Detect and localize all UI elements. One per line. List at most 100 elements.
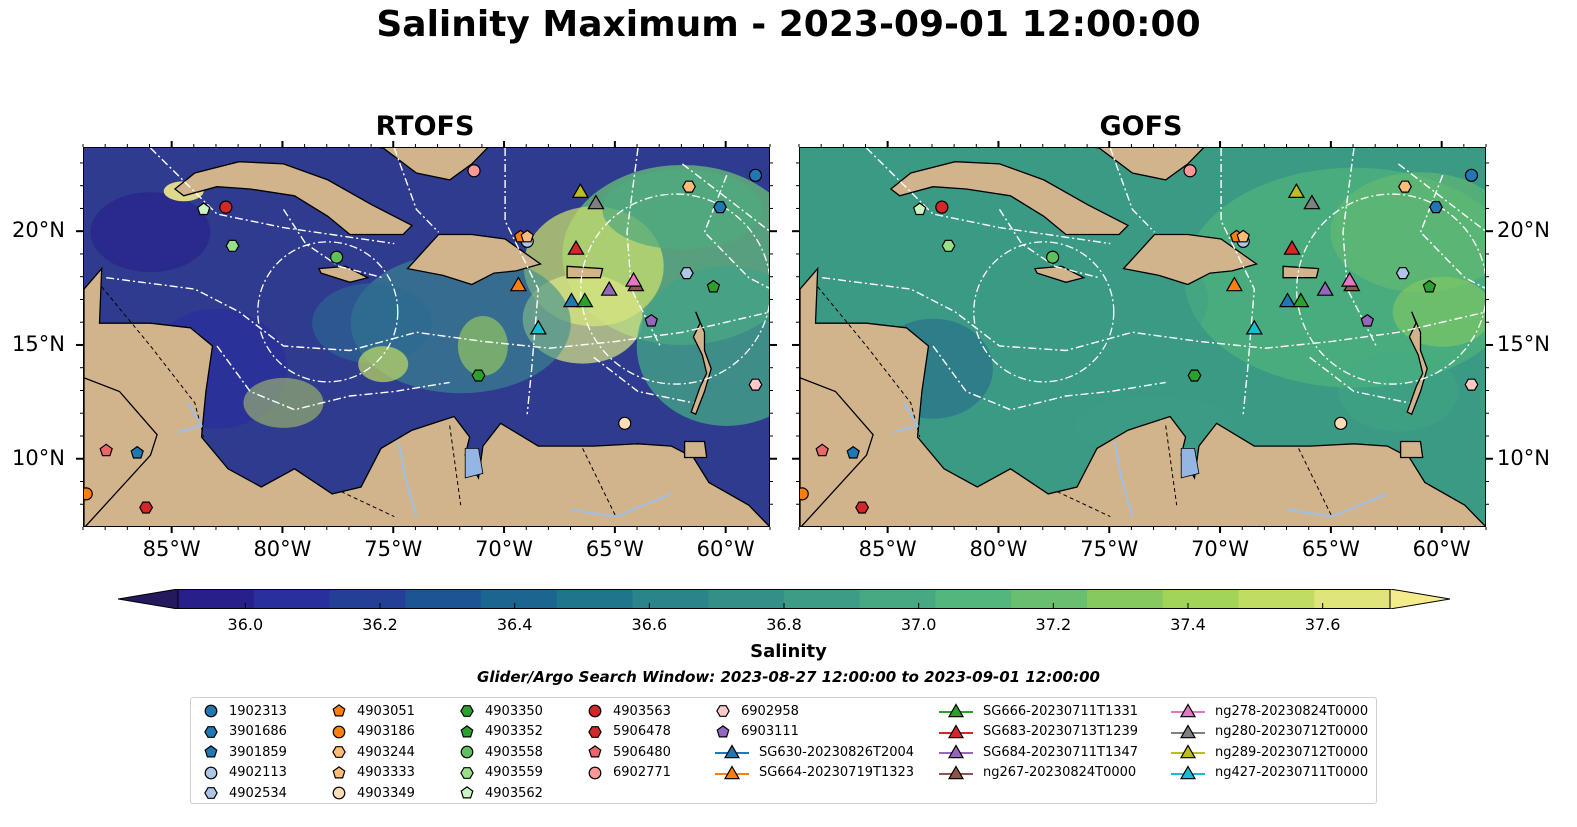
obs-marker-ng289-20230712T0000[interactable]	[1287, 182, 1306, 199]
obs-marker-ng280-20230712T0000[interactable]	[587, 194, 605, 210]
obs-marker-4903558[interactable]	[1046, 250, 1060, 264]
legend-entry: 4902113	[201, 763, 287, 783]
obs-marker-4903352[interactable]	[1422, 279, 1437, 293]
lon-tick-label: 70°W	[475, 537, 534, 561]
obs-marker-4903244[interactable]	[682, 180, 696, 193]
obs-marker-ng289-20230712T0000[interactable]	[571, 182, 590, 199]
legend-label: ng427-20230711T0000	[1215, 765, 1369, 780]
legend-entry: 4903562	[457, 783, 543, 803]
obs-marker-4903349[interactable]	[618, 416, 632, 430]
eez-boundary	[1109, 148, 1156, 233]
obs-marker-4903562[interactable]	[196, 202, 211, 216]
obs-marker-5906480[interactable]	[815, 443, 829, 457]
obs-marker-5906480[interactable]	[99, 443, 113, 457]
map-panel-rtofs[interactable]	[83, 147, 770, 527]
legend-entry: SG630-20230826T2004	[713, 742, 914, 762]
obs-marker-4903352[interactable]	[706, 279, 721, 293]
obs-marker-3901859[interactable]	[846, 445, 860, 459]
lon-tick-label: 60°W	[696, 537, 755, 561]
legend-entry: 4903186	[329, 722, 415, 742]
legend-label: 5906478	[613, 724, 671, 739]
legend-label: 4903563	[613, 703, 671, 719]
legend-entry: 5906480	[585, 742, 671, 762]
obs-marker-SG666-20230711T1331[interactable]	[576, 292, 594, 308]
obs-marker-4903244[interactable]	[1398, 180, 1412, 193]
legend-label: 1902313	[229, 703, 287, 719]
colorbar-label: Salinity	[750, 641, 827, 662]
obs-marker-5906478[interactable]	[855, 501, 870, 514]
obs-marker-4903563[interactable]	[935, 200, 949, 214]
obs-marker-6902771[interactable]	[467, 164, 481, 178]
obs-marker-5906478[interactable]	[139, 501, 154, 514]
obs-marker-3901686[interactable]	[713, 201, 727, 214]
obs-marker-6902958[interactable]	[1464, 378, 1479, 391]
legend-label: ng278-20230824T0000	[1215, 703, 1369, 719]
lon-tick-label: 85°W	[142, 537, 201, 561]
legend-label: 4902113	[229, 765, 287, 780]
obs-marker-3901859[interactable]	[130, 445, 144, 459]
obs-marker-SG664-20230719T1323[interactable]	[509, 276, 527, 292]
legend-label: 4902534	[229, 785, 287, 801]
eez-boundary	[1309, 356, 1410, 404]
obs-marker-1902313[interactable]	[1464, 168, 1479, 182]
obs-marker-ng427-20230711T0000[interactable]	[1245, 319, 1263, 335]
obs-marker-4903333[interactable]	[520, 229, 534, 243]
obs-marker-4903563[interactable]	[219, 200, 233, 214]
page-title: Salinity Maximum - 2023-09-01 12:00:00	[376, 4, 1201, 45]
obs-marker-SG683-20230713T1239[interactable]	[567, 239, 585, 255]
land-antilles	[690, 311, 712, 416]
obs-marker-4903186[interactable]	[800, 487, 809, 501]
obs-marker-SG684-20230711T1347[interactable]	[600, 280, 618, 296]
obs-marker-SG664-20230719T1323[interactable]	[1225, 276, 1243, 292]
obs-marker-4903562[interactable]	[912, 202, 927, 216]
obs-marker-ng280-20230712T0000[interactable]	[1303, 194, 1321, 210]
obs-marker-4903349[interactable]	[1334, 416, 1348, 430]
obs-marker-SG683-20230713T1239[interactable]	[1283, 239, 1301, 255]
hexagon-marker-icon	[716, 705, 730, 717]
obs-marker-SG666-20230711T1331[interactable]	[1292, 292, 1310, 308]
triangle-marker-icon	[939, 703, 973, 718]
eez-boundary	[626, 148, 661, 347]
obs-marker-3901686[interactable]	[1429, 201, 1443, 214]
search-window-caption: Glider/Argo Search Window: 2023-08-27 12…	[477, 668, 1100, 686]
map-panel-gofs[interactable]	[799, 147, 1486, 527]
obs-marker-ng278-20230824T0000[interactable]	[1340, 271, 1359, 287]
obs-marker-4903350[interactable]	[471, 369, 486, 382]
legend-label: SG683-20230713T1239	[983, 724, 1139, 739]
obs-marker-4903186[interactable]	[84, 487, 93, 501]
obs-marker-1902313[interactable]	[748, 168, 763, 182]
obs-marker-4902534[interactable]	[1395, 267, 1410, 280]
lat-tick-label: 10°N	[12, 445, 65, 470]
obs-marker-6902771[interactable]	[1183, 164, 1197, 178]
eez-boundary	[504, 148, 540, 415]
obs-marker-ng427-20230711T0000[interactable]	[529, 319, 547, 335]
colorbar-tick: 37.6	[1304, 615, 1341, 634]
obs-marker-ng278-20230824T0000[interactable]	[624, 271, 643, 287]
legend-label: 4903562	[485, 785, 543, 801]
colorbar-tick: 36.2	[362, 615, 398, 634]
panel-title-gofs: GOFS	[1099, 111, 1183, 142]
obs-marker-SG630-20230826T2004[interactable]	[1278, 292, 1297, 308]
pentagon-marker-icon	[460, 786, 474, 799]
land-trinidad	[683, 440, 708, 459]
lat-tick-label: 15°N	[1497, 331, 1550, 356]
obs-marker-6903111[interactable]	[644, 313, 659, 327]
obs-marker-SG630-20230826T2004[interactable]	[562, 292, 581, 308]
obs-marker-SG684-20230711T1347[interactable]	[1316, 280, 1334, 296]
obs-marker-4903558[interactable]	[330, 250, 344, 264]
obs-marker-4903333[interactable]	[1236, 229, 1250, 243]
legend-label: 4903350	[485, 703, 543, 719]
river	[176, 402, 204, 434]
hexagon-marker-icon	[332, 746, 346, 758]
obs-marker-4903350[interactable]	[1187, 369, 1202, 382]
triangle-marker-icon	[1171, 703, 1205, 718]
obs-marker-6902958[interactable]	[748, 378, 763, 391]
triangle-marker-icon	[1171, 723, 1205, 738]
circle-marker-icon	[204, 704, 218, 718]
obs-marker-4903559[interactable]	[225, 239, 240, 252]
legend-entry: 4903349	[329, 783, 415, 803]
obs-marker-4903559[interactable]	[941, 239, 956, 252]
legend-label: 5906480	[613, 744, 671, 760]
obs-marker-6903111[interactable]	[1360, 313, 1375, 327]
obs-marker-4902534[interactable]	[679, 267, 694, 280]
